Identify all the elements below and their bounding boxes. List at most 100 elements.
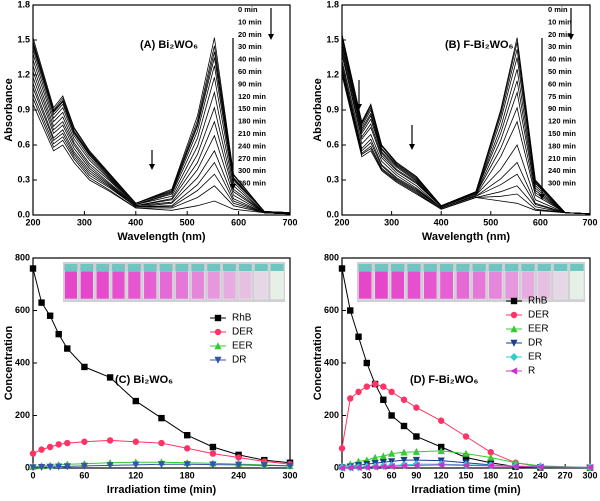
legend-marker [510, 367, 518, 375]
x-tick-label: 700 [282, 217, 297, 227]
arrow-head [230, 184, 236, 190]
marker [38, 299, 45, 306]
marker [209, 443, 217, 451]
x-tick-label: 400 [128, 217, 143, 227]
vial [80, 270, 94, 300]
vial-cap [391, 264, 405, 271]
x-tick-label: 600 [231, 217, 246, 227]
legend-label: DER [232, 327, 253, 338]
y-tick-label: 200 [15, 410, 30, 420]
legend-label: 60 min [548, 79, 572, 88]
marker [29, 450, 37, 457]
x-tick-label: 300 [77, 217, 92, 227]
marker [487, 449, 494, 456]
marker [371, 380, 379, 388]
legend-marker [510, 297, 518, 305]
marker [412, 447, 420, 455]
legend-label: 30 min [238, 42, 262, 51]
panel-title: (D) F-Bi₂WO₆ [410, 374, 479, 386]
x-tick-label: 0 [30, 470, 35, 480]
vial [95, 270, 110, 300]
legend-label: 120 min [548, 117, 576, 126]
y-tick-label: 0.6 [17, 139, 30, 149]
marker [400, 456, 408, 464]
marker [106, 462, 114, 470]
marker [462, 433, 470, 440]
y-tick-label: 1.2 [17, 69, 30, 79]
marker [413, 433, 420, 440]
marker [388, 388, 395, 396]
arrow-head [409, 144, 415, 150]
panel-title: (A) Bi₂WO₆ [140, 39, 198, 51]
marker [183, 461, 191, 469]
marker [80, 462, 88, 470]
vial-cap [488, 264, 503, 271]
vial [64, 270, 78, 300]
x-axis-label: Wavelength (nm) [117, 231, 206, 243]
x-tick-label: 200 [25, 217, 40, 227]
vial [358, 270, 373, 300]
legend-marker [510, 353, 518, 361]
legend-label: 210 min [238, 129, 266, 138]
vial-cap [207, 264, 221, 271]
x-axis-label: Wavelength (nm) [422, 231, 511, 243]
y-tick-label: 800 [15, 252, 30, 262]
legend-label: DR [528, 338, 542, 349]
marker [63, 463, 71, 471]
legend-label: 240 min [548, 166, 576, 175]
arrow-head [568, 34, 574, 40]
marker [388, 449, 396, 457]
vial [472, 270, 487, 300]
legend-label: 50 min [548, 67, 572, 76]
x-tick-label: 700 [582, 217, 597, 227]
x-axis-label: Irradiation time (min) [107, 484, 217, 496]
marker [487, 453, 495, 461]
marker [338, 445, 346, 452]
vial-cap [472, 264, 486, 271]
marker [37, 464, 46, 472]
marker [286, 462, 294, 470]
x-tick-label: 240 [533, 470, 548, 480]
legend-label: 120 min [238, 92, 266, 101]
x-tick-label: 500 [483, 217, 498, 227]
marker [462, 461, 470, 469]
x-tick-label: 400 [434, 217, 449, 227]
marker [363, 359, 370, 367]
marker [371, 453, 379, 461]
x-tick-label: 60 [79, 470, 89, 480]
series-line [341, 67, 591, 215]
vial [254, 270, 268, 300]
x-tick-label: 150 [458, 470, 473, 480]
vial-cap [127, 264, 141, 271]
marker [371, 463, 379, 471]
marker [355, 388, 362, 396]
y-axis-label: Concentration [312, 325, 324, 400]
vial [111, 270, 126, 300]
marker [586, 463, 594, 472]
marker [400, 448, 408, 456]
vial-cap [80, 264, 94, 271]
vial-cap [270, 264, 284, 271]
legend-marker [214, 328, 222, 336]
legend-label: 150 min [238, 104, 266, 113]
vial-cap [423, 264, 437, 271]
marker [354, 463, 362, 472]
vial-cap [407, 264, 421, 271]
vial-cap [175, 264, 189, 271]
vial [206, 270, 221, 300]
legend-label: DER [528, 310, 549, 321]
arrow-head [356, 104, 362, 110]
y-tick-label: 0.3 [326, 174, 339, 184]
marker [106, 374, 114, 381]
legend-marker [510, 311, 518, 319]
marker [379, 452, 387, 460]
x-tick-label: 300 [282, 470, 297, 480]
marker [400, 462, 408, 470]
y-tick-label: 600 [15, 305, 30, 315]
legend-label: 210 min [548, 154, 576, 163]
marker [132, 397, 139, 405]
marker [209, 450, 217, 457]
x-tick-label: 600 [533, 217, 548, 227]
marker [388, 412, 395, 419]
marker [380, 396, 387, 403]
